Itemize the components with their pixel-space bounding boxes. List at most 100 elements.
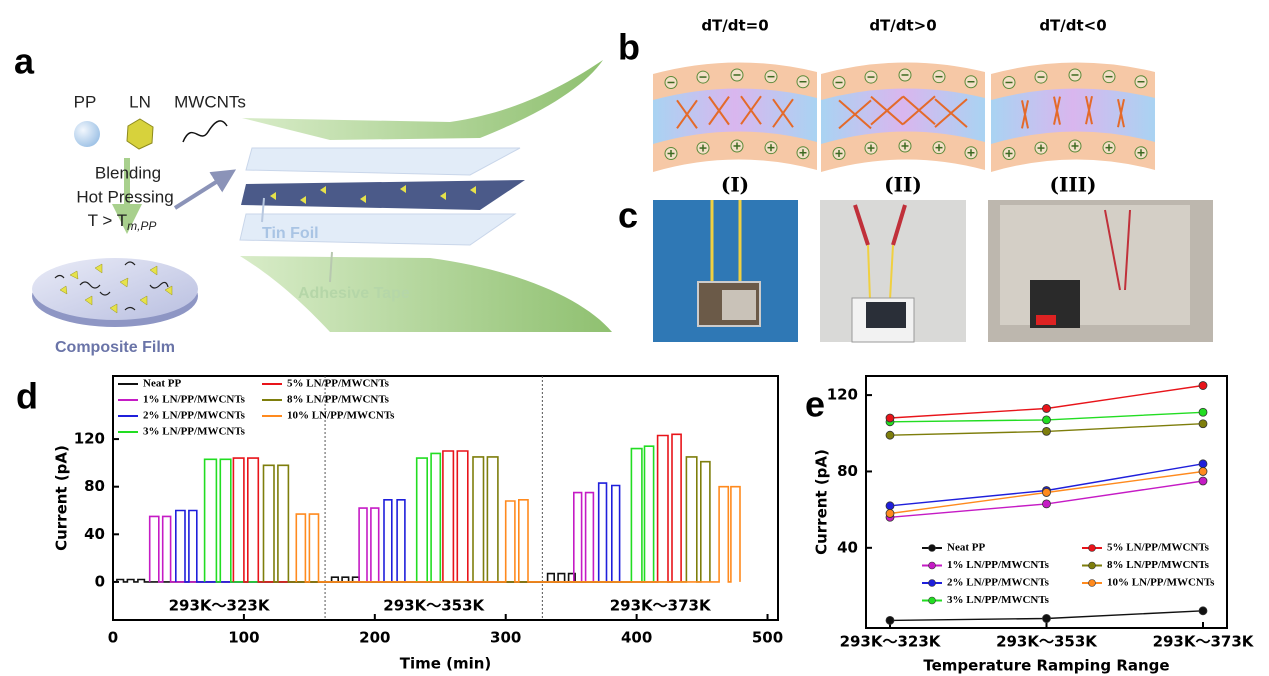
mwcnt-tube — [183, 121, 227, 142]
y-tick-label: 80 — [84, 477, 105, 495]
range-annotation: 293K～373K — [610, 597, 712, 615]
data-point — [886, 414, 894, 422]
case-label: (II) — [884, 173, 922, 197]
data-point — [1043, 614, 1051, 622]
y-tick-label: 120 — [74, 430, 105, 448]
top-tape — [242, 60, 603, 140]
step-label: Blending — [95, 163, 161, 182]
data-point — [886, 431, 894, 439]
panel-letter: a — [14, 41, 35, 82]
ln-crystal — [127, 119, 153, 149]
ln-label: LN — [129, 92, 151, 111]
photo-sample — [722, 290, 756, 320]
y-axis-title: Current (pA) — [53, 445, 71, 551]
x-tick-label: 500 — [752, 629, 783, 647]
legend-label: Neat PP — [947, 542, 985, 554]
y-tick-label: 40 — [837, 538, 858, 556]
legend-marker — [1089, 545, 1096, 552]
pp-sphere — [74, 121, 100, 147]
data-point — [1199, 467, 1207, 475]
tape-label: Adhesive Tape — [298, 285, 410, 302]
data-point — [1043, 500, 1051, 508]
mwcnts-label: MWCNTs — [174, 92, 246, 111]
case-label: (III) — [1050, 173, 1097, 197]
legend-label: 3% LN/PP/MWCNTs — [143, 426, 246, 438]
composite-layer — [241, 180, 525, 210]
data-point — [1199, 382, 1207, 390]
y-tick-label: 40 — [84, 525, 105, 543]
photo-sample — [866, 302, 906, 328]
data-point — [1043, 488, 1051, 496]
film-diagram — [653, 62, 817, 172]
x-tick-label: 293K～353K — [996, 633, 1098, 651]
panel-letter: d — [16, 376, 38, 417]
top-foil — [246, 148, 520, 175]
bottom-tape — [240, 256, 612, 332]
data-point — [1199, 477, 1207, 485]
tin-label: Tin Foil — [262, 225, 319, 242]
legend-marker — [929, 545, 936, 552]
pp-label: PP — [74, 92, 97, 111]
legend-marker — [929, 580, 936, 587]
series-line — [890, 386, 1203, 419]
legend-marker — [1089, 580, 1096, 587]
legend-marker — [929, 597, 936, 604]
data-point — [1043, 404, 1051, 412]
composite-label: Composite Film — [55, 339, 175, 356]
y-tick-label: 80 — [837, 462, 858, 480]
series-line — [233, 434, 681, 582]
panel-b: b dT/dt=0(I)dT/dt>0(II)dT/dt<0(III) — [618, 17, 1155, 197]
data-point — [886, 616, 894, 624]
data-point — [1199, 460, 1207, 468]
assembly-arrow — [175, 172, 232, 208]
case-label: (I) — [721, 173, 749, 197]
y-axis-title: Current (pA) — [813, 449, 831, 555]
data-point — [1043, 427, 1051, 435]
condition-label: T > Tm,PP — [88, 211, 157, 233]
x-tick-label: 300 — [490, 629, 521, 647]
panel-letter: b — [618, 27, 640, 68]
step-label: Hot Pressing — [76, 187, 173, 206]
legend-label: 5% LN/PP/MWCNTs — [287, 378, 390, 390]
figure: a PP LN MWCNTs Blending Hot Pressing T >… — [0, 0, 1269, 676]
series-line — [264, 457, 710, 582]
chart-e: e 4080120293K～323K293K～353K293K～373KTemp… — [805, 376, 1255, 675]
photo-display — [1036, 315, 1056, 325]
photo-chamber-wall — [1000, 205, 1190, 325]
legend-label: 5% LN/PP/MWCNTs — [1107, 542, 1210, 554]
state-title: dT/dt<0 — [1039, 17, 1106, 35]
legend-label: 8% LN/PP/MWCNTs — [1107, 559, 1210, 571]
condition-subscript: m,PP — [127, 219, 156, 233]
legend-label: 10% LN/PP/MWCNTs — [287, 410, 395, 422]
film-diagram — [821, 62, 985, 172]
legend-label: 1% LN/PP/MWCNTs — [947, 559, 1050, 571]
x-tick-label: 400 — [621, 629, 652, 647]
panel-c: c — [618, 195, 1213, 342]
panel-letter: e — [805, 384, 825, 425]
range-annotation: 293K～323K — [169, 597, 271, 615]
panel-letter: c — [618, 195, 638, 236]
x-tick-label: 0 — [108, 629, 118, 647]
x-tick-label: 293K～373K — [1153, 633, 1255, 651]
legend-marker — [929, 562, 936, 569]
chart-d: d 040801200100200300400500Time (min)Curr… — [16, 376, 783, 673]
x-axis-title: Time (min) — [400, 655, 492, 673]
legend-label: 1% LN/PP/MWCNTs — [143, 394, 246, 406]
panel-a: a PP LN MWCNTs Blending Hot Pressing T >… — [14, 41, 612, 357]
range-annotation: 293K～353K — [383, 597, 485, 615]
legend-label: 10% LN/PP/MWCNTs — [1107, 577, 1215, 589]
legend-marker — [1089, 562, 1096, 569]
series-line — [176, 483, 620, 582]
x-tick-label: 293K～323K — [840, 633, 942, 651]
legend-label: 2% LN/PP/MWCNTs — [143, 410, 246, 422]
film-diagram — [991, 62, 1155, 172]
legend-label: 2% LN/PP/MWCNTs — [947, 577, 1050, 589]
legend-label: Neat PP — [143, 378, 181, 390]
x-tick-label: 200 — [359, 629, 390, 647]
data-point — [1043, 416, 1051, 424]
series-line — [296, 487, 740, 582]
data-point — [1199, 607, 1207, 615]
y-tick-label: 120 — [827, 386, 858, 404]
state-title: dT/dt>0 — [869, 17, 936, 35]
legend-label: 3% LN/PP/MWCNTs — [947, 594, 1050, 606]
